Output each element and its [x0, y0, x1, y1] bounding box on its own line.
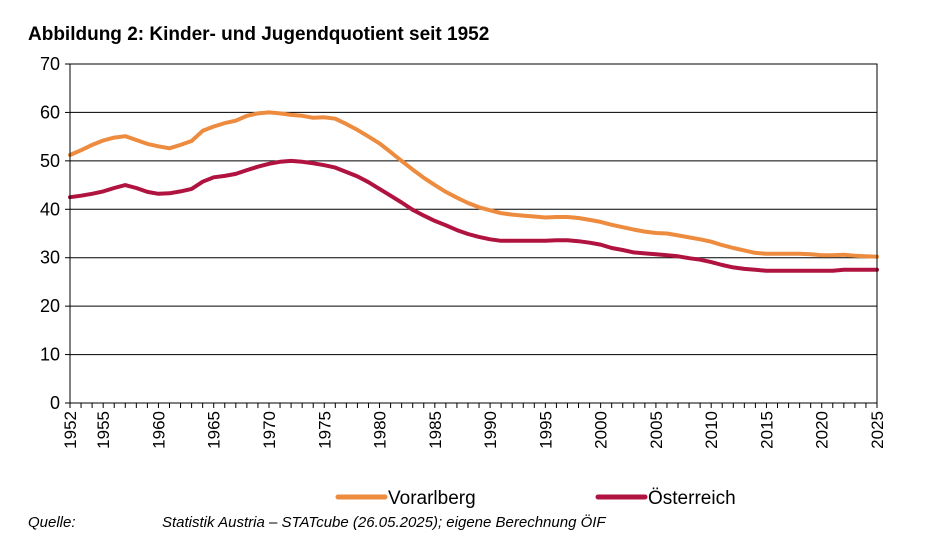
x-tick-label: 2025 [868, 411, 887, 449]
x-tick-label: 2020 [813, 411, 832, 449]
x-tick-label: 1990 [481, 411, 500, 449]
y-tick-label: 20 [40, 296, 60, 316]
x-axis: 1952 1955 1960 1965 1970 1975 1980 1985 1990 1995… [61, 403, 887, 449]
x-tick-label: 1955 [94, 411, 113, 449]
source-label: Quelle: [28, 514, 76, 531]
y-tick-label: 70 [40, 54, 60, 74]
x-tick-label: 2010 [702, 411, 721, 449]
x-tick-label: 1985 [426, 411, 445, 449]
y-tick-label: 60 [40, 102, 60, 122]
y-tick-label: 30 [40, 248, 60, 268]
y-tick-label: 0 [50, 393, 60, 413]
series-line-oesterreich [68, 158, 879, 273]
source-text: Statistik Austria – STATcube (26.05.2025… [162, 514, 606, 531]
plot-area-frame [69, 63, 878, 404]
x-tick-label: 1995 [536, 411, 555, 449]
legend: Vorarlberg Österreich [335, 488, 736, 509]
series-lines [68, 110, 879, 273]
x-tick-label: 1965 [205, 411, 224, 449]
y-tick-label: 10 [40, 345, 60, 365]
x-tick-label: 1960 [149, 411, 168, 449]
gridlines [70, 111, 877, 356]
figure-title: Abbildung 2: Kinder- und Jugendquotient … [28, 24, 490, 45]
x-tick-label: 1952 [61, 411, 80, 449]
x-tick-label: 1980 [371, 411, 390, 449]
x-tick-label: 1975 [315, 411, 334, 449]
y-tick-label: 40 [40, 199, 60, 219]
x-tick-label: 2000 [592, 411, 611, 449]
y-tick-label: 50 [40, 151, 60, 171]
x-tick-label: 2015 [757, 411, 776, 449]
x-tick-label: 2005 [647, 411, 666, 449]
series-line-vorarlberg [68, 110, 879, 259]
legend-label: Vorarlberg [388, 488, 476, 509]
x-tick-label: 1970 [260, 411, 279, 449]
legend-label: Österreich [648, 488, 736, 509]
y-axis: 0 10 20 30 40 50 60 70 [40, 54, 70, 413]
